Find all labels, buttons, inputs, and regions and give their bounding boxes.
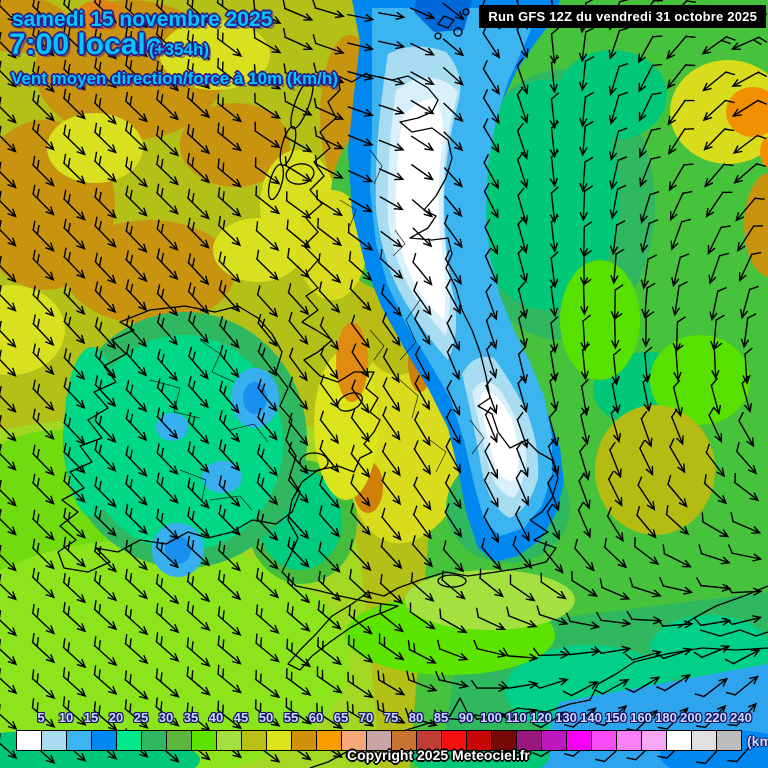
map-parameter-title: Vent moyen direction/force à 10m (km/h) (11, 69, 338, 88)
forecast-time: 7:00 locale (9, 28, 163, 61)
colorbar-tick-label: 240 (730, 710, 752, 725)
colorbar-tick-label: 55 (283, 710, 299, 725)
copyright-notice: Copyright 2025 Meteociel.fr (347, 747, 530, 763)
colorbar-cell (217, 731, 242, 750)
colorbar-cell (142, 731, 167, 750)
colorbar-cell (592, 731, 617, 750)
colorbar-tick-label: 5 (37, 710, 45, 725)
colorbar-tick-label: 100 (480, 710, 502, 725)
colorbar-tick-label: 200 (680, 710, 702, 725)
colorbar-cell (167, 731, 192, 750)
colorbar-tick-label: 120 (530, 710, 552, 725)
colorbar-cell (492, 731, 517, 750)
colorbar-cell (567, 731, 592, 750)
colorbar-cell (267, 731, 292, 750)
colorbar-cell (667, 731, 692, 750)
colorbar-cell (517, 731, 542, 750)
colorbar-tick-label: 45 (233, 710, 249, 725)
colorbar-tick-label: 180 (655, 710, 677, 725)
colorbar-cell (617, 731, 642, 750)
colorbar-cell (242, 731, 267, 750)
colorbar-cell (542, 731, 567, 750)
colorbar-tick-label: 20 (108, 710, 124, 725)
colorbar-cell (392, 731, 417, 750)
colorbar-tick-label: 50 (258, 710, 274, 725)
colorbar-tick-label: 150 (605, 710, 627, 725)
colorbar-cell (192, 731, 217, 750)
colorbar-cell (117, 731, 142, 750)
colorbar-cell (442, 731, 467, 750)
colorbar-cell (717, 731, 741, 750)
colorbar-tick-label: 60 (308, 710, 324, 725)
forecast-hour-offset: (+354h) (149, 40, 209, 59)
colorbar-tick-label: 110 (505, 710, 527, 725)
colorbar-tick-label: 80 (408, 710, 424, 725)
colorbar-tick-label: 65 (333, 710, 349, 725)
colorbar-tick-label: 85 (433, 710, 449, 725)
colorbar-tick-label: 140 (580, 710, 602, 725)
colorbar-tick-label: 25 (133, 710, 149, 725)
colorbar-tick-label: 75 (383, 710, 399, 725)
colorbar-tick-label: 70 (358, 710, 374, 725)
colorbar-cell (367, 731, 392, 750)
forecast-date: samedi 15 novembre 2025 (12, 8, 273, 31)
coastlines (57, 8, 768, 768)
inland-borders (149, 149, 485, 511)
colorbar-cell (642, 731, 667, 750)
colorbar-unit: (km (747, 733, 768, 749)
colorbar-tick-label: 220 (705, 710, 727, 725)
colorbar-tick-label: 90 (458, 710, 474, 725)
colorbar-cell (417, 731, 442, 750)
colorbar-cell (692, 731, 717, 750)
colorbar-cell (17, 731, 42, 750)
colorbar-cell (67, 731, 92, 750)
colorbar-tick-label: 40 (208, 710, 224, 725)
colorbar-cell (467, 731, 492, 750)
colorbar-tick-label: 35 (183, 710, 199, 725)
colorbar-cell (292, 731, 317, 750)
colorbar-tick-label: 10 (58, 710, 74, 725)
colorbar-tick-label: 30 (158, 710, 174, 725)
colorbar-cell (342, 731, 367, 750)
colorbar-tick-label: 15 (83, 710, 99, 725)
colorbar-cell (317, 731, 342, 750)
colorbar-tick-label: 130 (555, 710, 577, 725)
model-run-label: Run GFS 12Z du vendredi 31 octobre 2025 (479, 5, 766, 28)
colorbar-tick-label: 160 (630, 710, 652, 725)
colorbar-cell (42, 731, 67, 750)
colorbar-cell (92, 731, 117, 750)
wind-speed-colorbar (16, 730, 742, 751)
